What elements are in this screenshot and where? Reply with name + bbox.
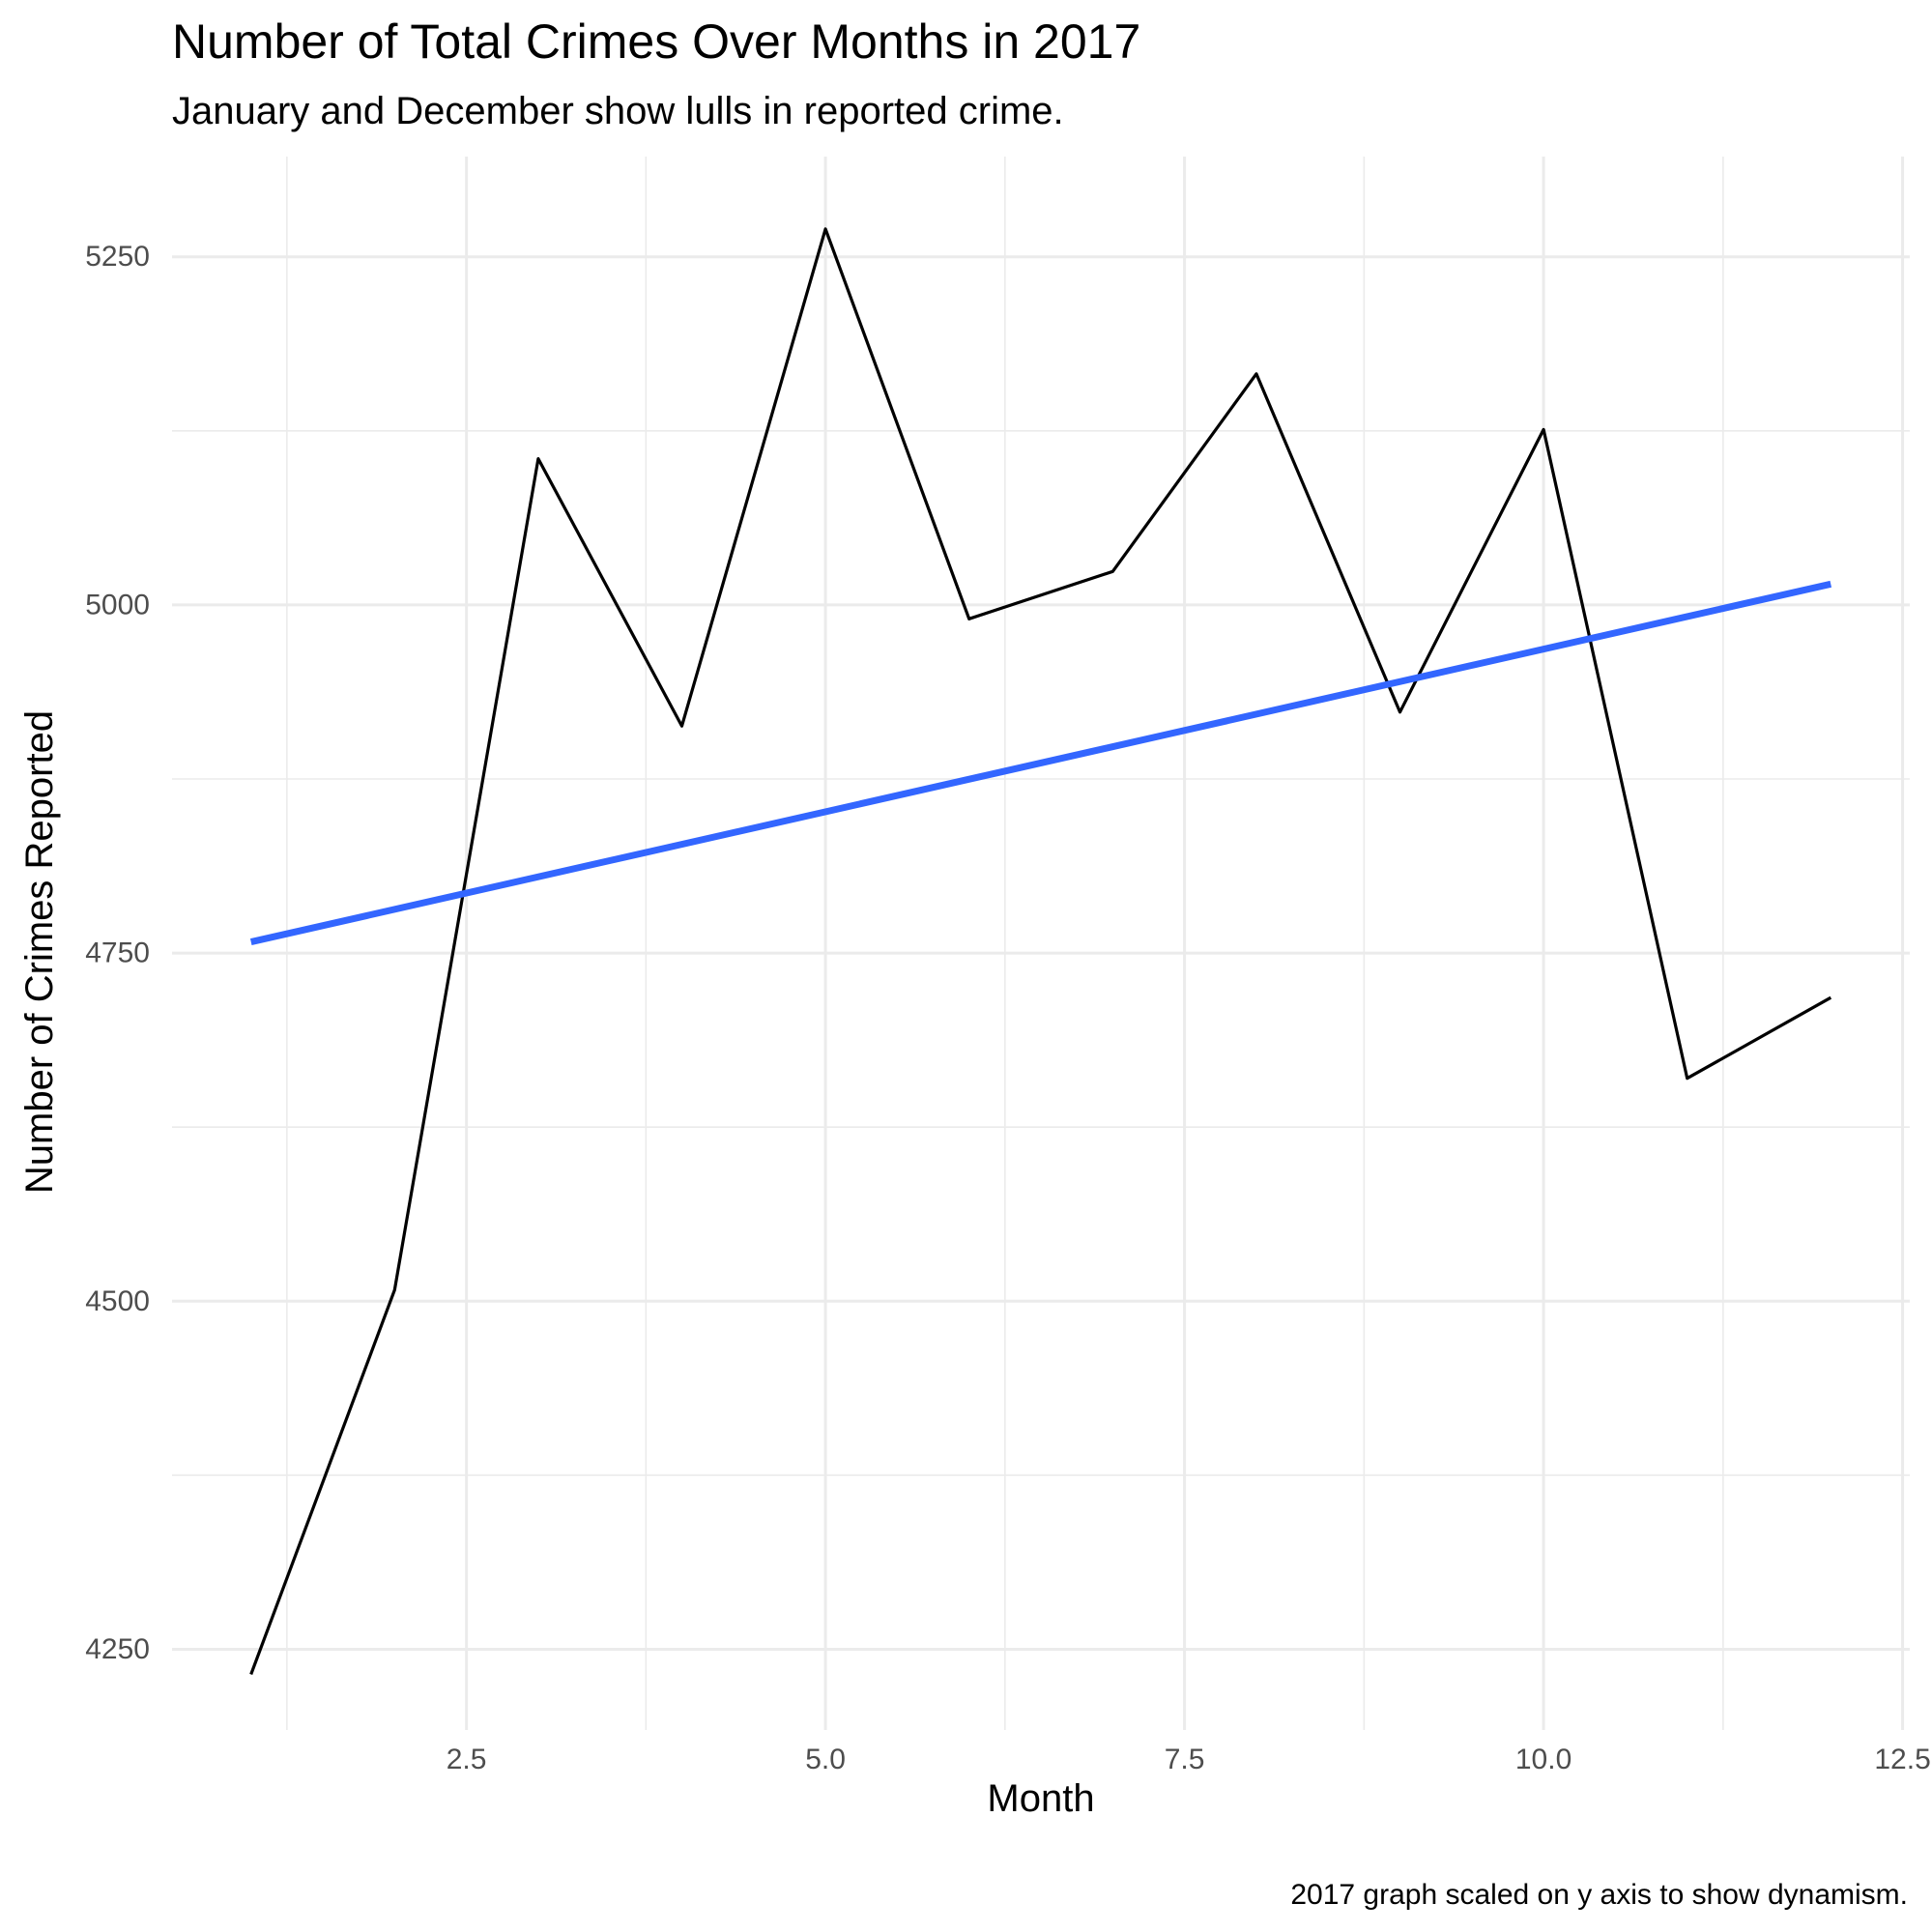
trend-line [249, 580, 1832, 945]
major-gridlines [172, 157, 1910, 1730]
trend-layer [249, 580, 1832, 945]
chart-title: Number of Total Crimes Over Months in 20… [172, 14, 1140, 69]
x-axis-title: Month [987, 1777, 1094, 1820]
series-line-0 [249, 227, 1832, 1675]
x-tick-label-1: 5.0 [805, 1744, 846, 1775]
chart-subtitle: January and December show lulls in repor… [172, 90, 1064, 132]
y-tick-label-1: 4500 [85, 1285, 150, 1317]
y-tick-label-4: 5250 [85, 241, 150, 273]
y-tick-label-0: 4250 [85, 1633, 150, 1665]
x-tick-label-3: 10.0 [1515, 1744, 1572, 1775]
x-tick-label-2: 7.5 [1165, 1744, 1205, 1775]
x-tick-label-0: 2.5 [447, 1744, 487, 1775]
data-series [249, 227, 1832, 1675]
y-tick-label-3: 5000 [85, 589, 150, 620]
y-axis-title: Number of Crimes Reported [18, 710, 61, 1194]
y-axis-tick-labels: 4250 4500 4750 5000 5250 [85, 241, 150, 1665]
x-axis-tick-labels: 2.5 5.0 7.5 10.0 12.5 [447, 1744, 1931, 1775]
chart-caption: 2017 graph scaled on y axis to show dyna… [1290, 1879, 1908, 1911]
minor-gridlines [172, 157, 1910, 1730]
x-tick-label-4: 12.5 [1874, 1744, 1930, 1775]
y-tick-label-2: 4750 [85, 937, 150, 969]
